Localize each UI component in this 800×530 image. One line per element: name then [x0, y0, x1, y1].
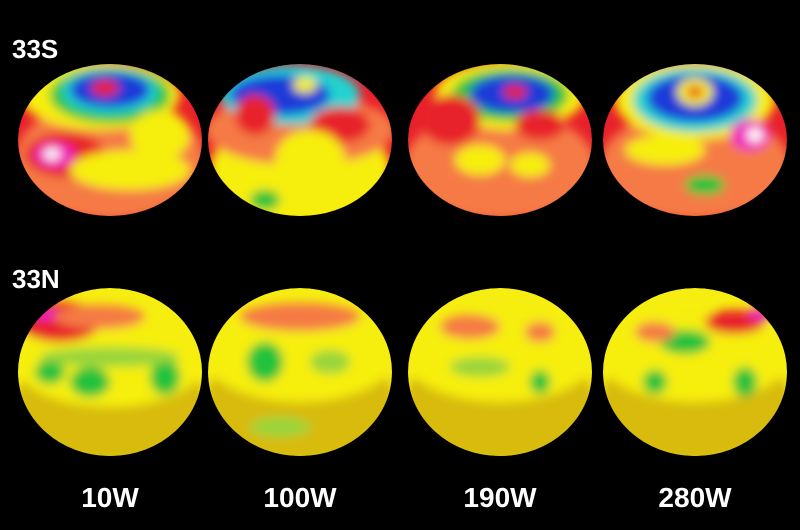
column-label: 100W [263, 482, 337, 513]
map-region [635, 322, 675, 342]
map-region [733, 367, 757, 397]
map-region [208, 312, 392, 402]
map-region [440, 315, 500, 339]
column-label: 190W [463, 482, 537, 513]
globe-features [18, 302, 202, 456]
globe [408, 64, 592, 216]
map-region [310, 350, 350, 374]
map-region [250, 190, 280, 210]
map-region [530, 370, 550, 394]
map-region [235, 95, 275, 135]
map-region [91, 80, 119, 96]
map-region [515, 110, 565, 140]
row-label: 33S [12, 34, 58, 64]
row-label: 33N [12, 264, 60, 294]
globe [208, 64, 392, 216]
globe [408, 288, 592, 456]
globe-features [208, 303, 392, 456]
globe [208, 288, 392, 456]
globe [18, 288, 202, 456]
map-region [40, 347, 180, 367]
globe-features [18, 64, 202, 216]
globe [603, 64, 787, 216]
map-region [408, 312, 592, 402]
map-region [420, 95, 480, 145]
globe [18, 64, 202, 216]
map-region [455, 145, 505, 175]
map-region [250, 417, 310, 437]
map-region [685, 175, 725, 195]
map-region [503, 85, 527, 99]
map-region [275, 130, 345, 190]
map-region [240, 303, 360, 331]
map-region [150, 359, 180, 395]
map-region [35, 360, 65, 384]
globe-features [208, 65, 392, 216]
globe-features [408, 64, 592, 216]
map-region [747, 128, 763, 142]
globe-features [603, 64, 787, 216]
globe-features [603, 308, 787, 456]
map-region [625, 135, 705, 165]
column-label: 280W [658, 482, 732, 513]
map-region [70, 367, 110, 397]
map-region [687, 86, 703, 98]
map-region [44, 148, 60, 160]
map-region [130, 110, 190, 160]
map-region [293, 77, 317, 93]
map-region [55, 305, 145, 329]
globe [603, 288, 787, 456]
globe-features [408, 312, 592, 456]
map-region [525, 322, 555, 342]
map-region [510, 153, 550, 177]
map-region [247, 342, 283, 382]
map-region [450, 357, 510, 377]
column-label: 10W [81, 482, 139, 513]
map-region [643, 370, 667, 394]
